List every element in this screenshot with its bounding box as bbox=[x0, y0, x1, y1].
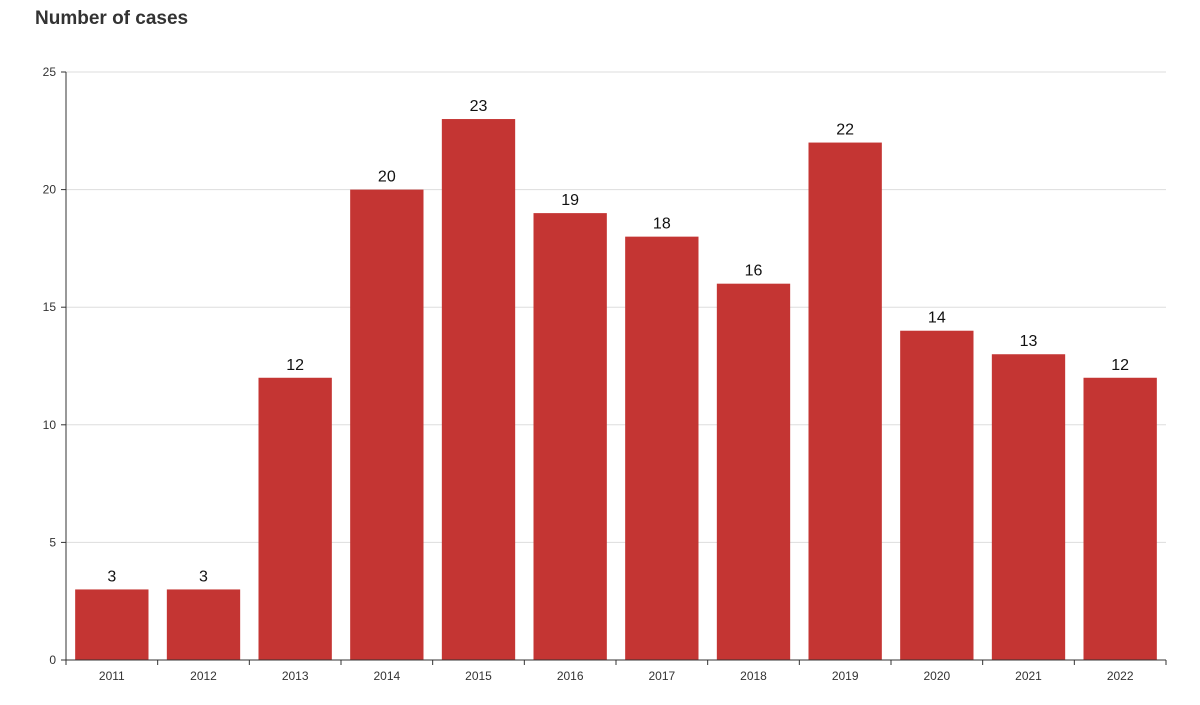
x-axis: 2011 2012 2013 2014 2015 2016 2017 2018 2019 2020… bbox=[65, 659, 1167, 683]
bar bbox=[716, 283, 791, 660]
bar-value-label: 18 bbox=[653, 216, 671, 233]
y-tick-label: 25 bbox=[43, 65, 57, 79]
gridlines bbox=[66, 71, 1166, 543]
bar-value-label: 3 bbox=[107, 568, 116, 585]
x-tick-label: 2017 bbox=[648, 669, 675, 683]
bar-value-label: 13 bbox=[1020, 333, 1038, 350]
x-tick-label: 2013 bbox=[282, 669, 309, 683]
bar bbox=[808, 142, 882, 660]
y-tick-label: 5 bbox=[49, 535, 56, 549]
x-tick-label: 2012 bbox=[190, 669, 217, 683]
bar-value-label: 3 bbox=[199, 568, 208, 585]
bar-value-label: 16 bbox=[745, 263, 763, 280]
bar bbox=[1083, 377, 1157, 660]
x-tick-label: 2019 bbox=[832, 669, 859, 683]
bar-value-label: 12 bbox=[1111, 357, 1129, 374]
bar-value-label: 23 bbox=[470, 98, 488, 115]
x-tick-label: 2016 bbox=[557, 669, 584, 683]
y-tick-label: 15 bbox=[43, 300, 57, 314]
x-tick-label: 2021 bbox=[1015, 669, 1042, 683]
x-tick-label: 2022 bbox=[1107, 669, 1134, 683]
bar bbox=[350, 189, 424, 660]
bar bbox=[625, 236, 699, 660]
x-tick-label: 2011 bbox=[99, 669, 125, 683]
bar bbox=[991, 354, 1066, 660]
x-tick-label: 2020 bbox=[923, 669, 950, 683]
x-tick-label: 2014 bbox=[373, 669, 400, 683]
bar-value-label: 14 bbox=[928, 310, 946, 327]
y-tick-label: 20 bbox=[43, 183, 57, 197]
bar bbox=[533, 213, 607, 660]
bar-value-label: 22 bbox=[836, 122, 854, 139]
bar bbox=[258, 377, 332, 660]
bar bbox=[441, 119, 516, 661]
x-tick-label: 2018 bbox=[740, 669, 767, 683]
x-tick-label: 2015 bbox=[465, 669, 492, 683]
bar bbox=[75, 589, 149, 660]
bar-value-label: 19 bbox=[561, 192, 579, 209]
bar-value-label: 12 bbox=[286, 357, 304, 374]
bar-value-label: 20 bbox=[378, 169, 396, 186]
y-tick-label: 0 bbox=[49, 653, 56, 667]
bar bbox=[166, 589, 241, 660]
chart-title: Number of cases bbox=[35, 8, 189, 29]
bar bbox=[900, 330, 974, 660]
bars: 3 3 12 20 23 19 18 16 22 14 13 12 bbox=[75, 98, 1157, 661]
y-axis: 0 5 10 15 20 25 bbox=[43, 65, 67, 667]
y-tick-label: 10 bbox=[43, 418, 57, 432]
